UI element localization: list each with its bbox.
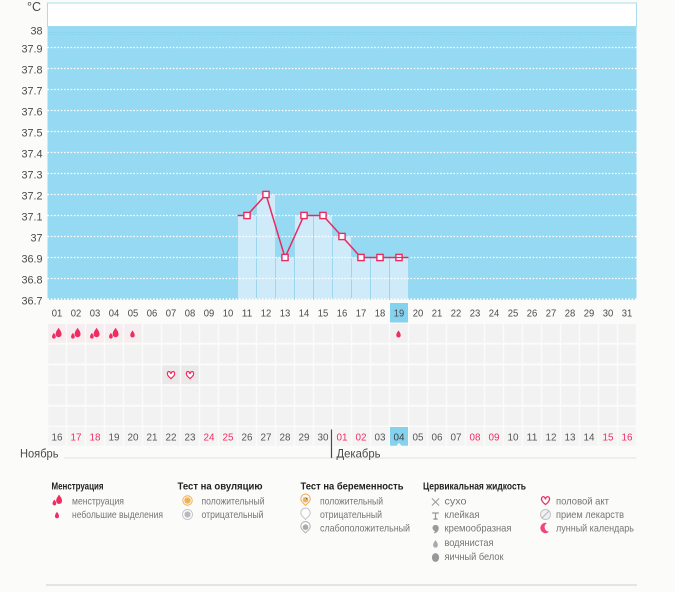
svg-text:02: 02 bbox=[71, 308, 82, 320]
svg-text:отрицательный: отрицательный bbox=[320, 509, 382, 521]
svg-text:12: 12 bbox=[261, 308, 272, 320]
svg-text:14: 14 bbox=[299, 308, 310, 320]
svg-text:24: 24 bbox=[489, 308, 500, 320]
svg-text:менструация: менструация bbox=[72, 496, 124, 508]
svg-text:27: 27 bbox=[261, 432, 272, 444]
svg-text:Тест на овуляцию: Тест на овуляцию bbox=[178, 481, 263, 493]
svg-text:07: 07 bbox=[166, 308, 177, 320]
svg-text:02: 02 bbox=[356, 432, 367, 444]
svg-text:30: 30 bbox=[318, 432, 329, 444]
svg-text:10: 10 bbox=[508, 432, 519, 444]
svg-text:08: 08 bbox=[185, 308, 196, 320]
svg-text:37.2: 37.2 bbox=[21, 191, 42, 203]
svg-text:26: 26 bbox=[242, 432, 253, 444]
svg-text:19: 19 bbox=[109, 432, 120, 444]
svg-text:16: 16 bbox=[337, 308, 348, 320]
svg-text:07: 07 bbox=[451, 432, 462, 444]
svg-text:37.6: 37.6 bbox=[21, 107, 42, 119]
svg-text:01: 01 bbox=[337, 432, 348, 444]
svg-text:04: 04 bbox=[109, 308, 120, 320]
svg-text:половой акт: половой акт bbox=[556, 496, 609, 508]
svg-text:37.7: 37.7 bbox=[21, 86, 42, 98]
svg-text:23: 23 bbox=[470, 308, 481, 320]
svg-text:37.5: 37.5 bbox=[21, 128, 42, 140]
svg-text:25: 25 bbox=[508, 308, 519, 320]
svg-text:01: 01 bbox=[52, 308, 63, 320]
svg-text:20: 20 bbox=[413, 308, 424, 320]
svg-text:05: 05 bbox=[128, 308, 139, 320]
svg-text:36.7: 36.7 bbox=[21, 296, 42, 308]
svg-text:37.3: 37.3 bbox=[21, 170, 42, 182]
svg-text:37.1: 37.1 bbox=[21, 212, 42, 224]
svg-text:17: 17 bbox=[356, 308, 367, 320]
svg-text:27: 27 bbox=[546, 308, 557, 320]
svg-text:23: 23 bbox=[185, 432, 196, 444]
svg-text:Декабрь: Декабрь bbox=[337, 447, 381, 461]
svg-text:11: 11 bbox=[527, 432, 538, 444]
svg-text:29: 29 bbox=[584, 308, 595, 320]
svg-text:03: 03 bbox=[375, 432, 386, 444]
svg-text:водянистая: водянистая bbox=[445, 537, 494, 549]
svg-text:19: 19 bbox=[394, 308, 405, 320]
svg-text:прием лекарств: прием лекарств bbox=[556, 509, 624, 521]
svg-text:12: 12 bbox=[546, 432, 557, 444]
svg-text:06: 06 bbox=[432, 432, 443, 444]
svg-text:16: 16 bbox=[52, 432, 63, 444]
svg-text:36.9: 36.9 bbox=[21, 254, 42, 266]
svg-text:Цервикальная жидкость: Цервикальная жидкость bbox=[423, 481, 526, 493]
svg-text:16: 16 bbox=[622, 432, 633, 444]
svg-text:37.9: 37.9 bbox=[21, 44, 42, 56]
svg-text:Менструация: Менструация bbox=[52, 481, 104, 493]
svg-text:25: 25 bbox=[223, 432, 234, 444]
svg-text:положительный: положительный bbox=[320, 496, 383, 508]
svg-text:сухо: сухо bbox=[445, 496, 467, 508]
svg-text:38: 38 bbox=[30, 26, 42, 38]
svg-text:37.8: 37.8 bbox=[21, 65, 42, 77]
svg-text:Тест на беременность: Тест на беременность bbox=[301, 481, 404, 493]
svg-text:29: 29 bbox=[299, 432, 310, 444]
svg-text:яичный белок: яичный белок bbox=[445, 551, 504, 563]
svg-text:лунный календарь: лунный календарь bbox=[556, 523, 634, 535]
svg-text:24: 24 bbox=[204, 432, 215, 444]
svg-text:15: 15 bbox=[318, 308, 329, 320]
svg-text:слабоположительный: слабоположительный bbox=[320, 523, 410, 535]
svg-text:18: 18 bbox=[375, 308, 386, 320]
svg-text:28: 28 bbox=[280, 432, 291, 444]
svg-text:22: 22 bbox=[451, 308, 462, 320]
svg-text:небольшие выделения: небольшие выделения bbox=[72, 509, 163, 521]
svg-text:37.4: 37.4 bbox=[21, 149, 42, 161]
svg-text:09: 09 bbox=[204, 308, 215, 320]
svg-text:°C: °C bbox=[27, 0, 41, 14]
svg-text:08: 08 bbox=[470, 432, 481, 444]
svg-text:клейкая: клейкая bbox=[445, 509, 480, 521]
svg-text:03: 03 bbox=[90, 308, 101, 320]
svg-text:06: 06 bbox=[147, 308, 158, 320]
svg-text:Ноябрь: Ноябрь bbox=[20, 447, 59, 461]
svg-text:положительный: положительный bbox=[202, 496, 265, 508]
svg-text:26: 26 bbox=[527, 308, 538, 320]
svg-text:13: 13 bbox=[565, 432, 576, 444]
svg-text:кремообразная: кремообразная bbox=[445, 523, 512, 535]
svg-text:36.8: 36.8 bbox=[21, 275, 42, 287]
svg-text:09: 09 bbox=[489, 432, 500, 444]
svg-text:30: 30 bbox=[603, 308, 614, 320]
svg-text:20: 20 bbox=[128, 432, 139, 444]
svg-text:37: 37 bbox=[30, 233, 42, 245]
svg-text:31: 31 bbox=[622, 308, 633, 320]
svg-text:17: 17 bbox=[71, 432, 82, 444]
svg-text:11: 11 bbox=[242, 308, 253, 320]
svg-text:отрицательный: отрицательный bbox=[202, 509, 264, 521]
svg-text:10: 10 bbox=[223, 308, 234, 320]
svg-text:15: 15 bbox=[603, 432, 614, 444]
svg-text:18: 18 bbox=[90, 432, 101, 444]
svg-text:21: 21 bbox=[147, 432, 158, 444]
svg-text:28: 28 bbox=[565, 308, 576, 320]
svg-text:14: 14 bbox=[584, 432, 595, 444]
svg-text:05: 05 bbox=[413, 432, 424, 444]
svg-text:04: 04 bbox=[394, 432, 405, 444]
svg-text:22: 22 bbox=[166, 432, 177, 444]
svg-text:21: 21 bbox=[432, 308, 443, 320]
svg-text:13: 13 bbox=[280, 308, 291, 320]
